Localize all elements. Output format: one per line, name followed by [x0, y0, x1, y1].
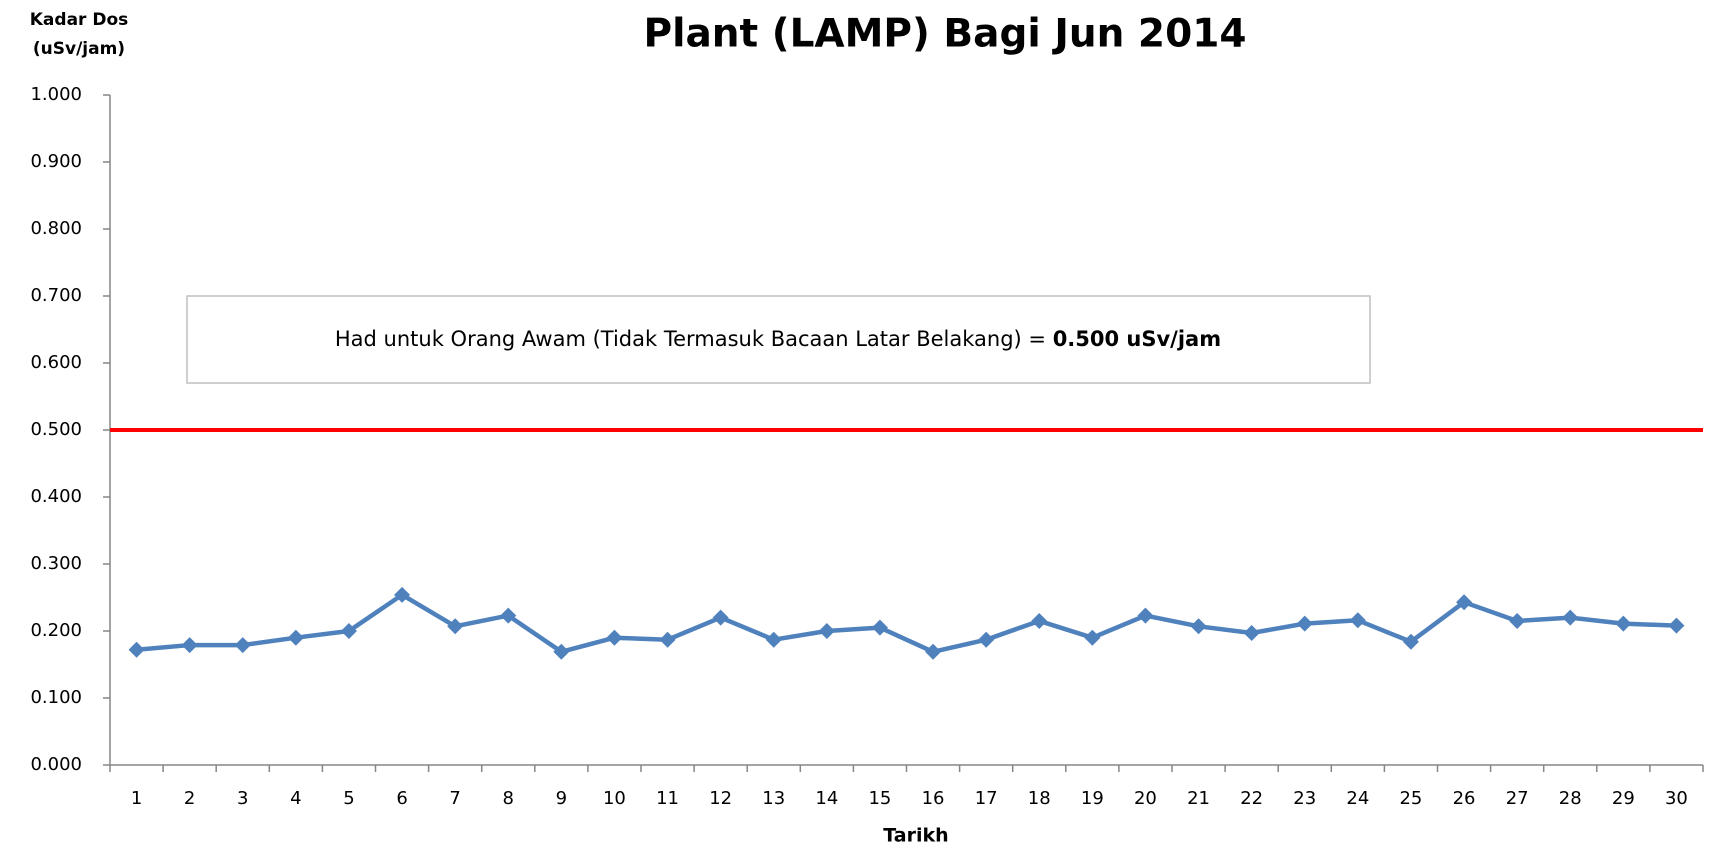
x-axis-label: Tarikh — [883, 825, 948, 847]
y-tick-label: 0.800 — [30, 218, 82, 239]
x-tick-label: 5 — [343, 788, 354, 809]
marker — [659, 631, 676, 648]
y-tick-label: 0.500 — [30, 419, 82, 440]
marker — [500, 607, 517, 624]
x-tick-label: 9 — [556, 788, 567, 809]
x-tick-label: 4 — [290, 788, 301, 809]
marker — [765, 631, 782, 648]
x-tick-label: 25 — [1399, 788, 1422, 809]
x-tick-label: 7 — [449, 788, 460, 809]
y-tick-label: 0.200 — [30, 620, 82, 641]
marker — [553, 643, 570, 660]
x-tick-label: 27 — [1506, 788, 1529, 809]
marker — [128, 641, 145, 658]
marker — [1509, 612, 1526, 629]
x-tick-label: 12 — [709, 788, 732, 809]
x-tick-label: 8 — [503, 788, 514, 809]
marker — [181, 637, 198, 654]
y-axis-label: Kadar Dos — [30, 10, 129, 30]
x-tick-label: 20 — [1134, 788, 1157, 809]
marker — [340, 623, 357, 639]
x-tick-label: 10 — [603, 788, 626, 809]
x-tick-label: 23 — [1293, 788, 1316, 809]
series-line — [136, 592, 1677, 655]
marker — [1402, 633, 1419, 650]
marker — [1349, 612, 1366, 629]
x-tick-label: 16 — [922, 788, 945, 809]
marker — [1668, 617, 1685, 634]
y-tick-label: 0.000 — [30, 754, 82, 775]
marker — [712, 609, 729, 626]
x-tick-label: 1 — [131, 788, 142, 809]
marker — [1296, 615, 1313, 632]
marker — [1456, 594, 1473, 611]
x-tick-label: 13 — [762, 788, 785, 809]
marker — [818, 623, 835, 639]
marker — [1190, 618, 1207, 635]
marker — [1137, 607, 1154, 624]
x-tick-label: 14 — [815, 788, 838, 809]
marker — [978, 631, 995, 648]
marker — [394, 586, 411, 603]
marker — [234, 637, 251, 654]
x-tick-label: 21 — [1187, 788, 1210, 809]
x-tick-label: 19 — [1081, 788, 1104, 809]
x-tick-label: 15 — [868, 788, 891, 809]
x-tick-label: 11 — [656, 788, 679, 809]
x-tick-label: 28 — [1559, 788, 1582, 809]
marker — [1243, 625, 1260, 642]
annotation-bold: 0.500 uSv/jam — [1053, 327, 1221, 351]
x-tick-label: 17 — [975, 788, 998, 809]
y-axis-label: (uSv/jam) — [33, 39, 125, 59]
marker — [1615, 615, 1632, 632]
annotation: Had untuk Orang Awam (Tidak Termasuk Bac… — [335, 327, 1221, 351]
x-tick-label: 22 — [1240, 788, 1263, 809]
y-tick-label: 0.100 — [30, 687, 82, 708]
marker — [1562, 609, 1579, 626]
y-tick-label: 0.700 — [30, 285, 82, 306]
marker — [447, 618, 464, 635]
y-tick-label: 0.600 — [30, 352, 82, 373]
marker — [606, 629, 623, 646]
annotation-text: Had untuk Orang Awam (Tidak Termasuk Bac… — [335, 327, 1053, 351]
marker — [871, 619, 888, 636]
x-tick-label: 2 — [184, 788, 195, 809]
x-tick-label: 30 — [1665, 788, 1688, 809]
marker — [1031, 612, 1048, 629]
marker — [287, 629, 304, 646]
y-tick-label: 1.000 — [30, 84, 82, 105]
x-tick-label: 18 — [1028, 788, 1051, 809]
y-tick-label: 0.900 — [30, 151, 82, 172]
marker — [1084, 629, 1101, 646]
x-tick-label: 3 — [237, 788, 248, 809]
chart-title: Plant (LAMP) Bagi Jun 2014 — [644, 12, 1247, 57]
x-tick-label: 26 — [1453, 788, 1476, 809]
x-tick-label: 6 — [396, 788, 407, 809]
x-tick-label: 24 — [1346, 788, 1369, 809]
y-tick-label: 0.300 — [30, 553, 82, 574]
annotation-box — [186, 295, 1371, 384]
y-tick-label: 0.400 — [30, 486, 82, 507]
x-tick-label: 29 — [1612, 788, 1635, 809]
marker — [925, 643, 942, 660]
